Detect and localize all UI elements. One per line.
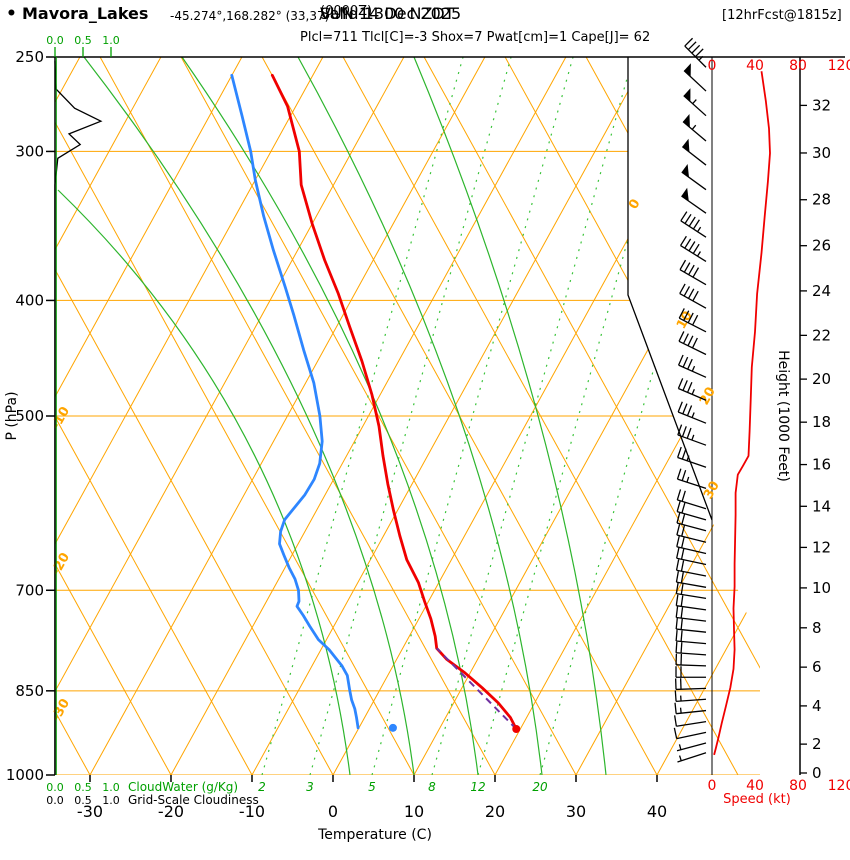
svg-text:40: 40 [746, 58, 764, 74]
dewpoint-curve [230, 73, 360, 730]
svg-text:0.5: 0.5 [74, 794, 92, 807]
svg-text:30: 30 [566, 802, 586, 821]
svg-text:32: 32 [812, 96, 831, 114]
svg-text:0.5: 0.5 [74, 781, 92, 794]
svg-text:-20: -20 [158, 802, 184, 821]
sounding-indices: Plcl=711 Tlcl[C]=-3 Shox=7 Pwat[cm]=1 Ca… [300, 30, 651, 45]
svg-text:26: 26 [812, 237, 831, 255]
svg-text:16: 16 [812, 456, 831, 474]
parcel-path [435, 647, 518, 730]
svg-text:1.0: 1.0 [102, 34, 120, 47]
station-coordinates: -45.274°,168.282° (33,37) [170, 9, 330, 23]
svg-text:20: 20 [532, 780, 548, 794]
svg-text:0: 0 [708, 58, 717, 74]
svg-text:3: 3 [306, 780, 314, 794]
svg-text:P (hPa): P (hPa) [4, 391, 20, 440]
svg-text:30: 30 [812, 144, 831, 162]
svg-text:0.0: 0.0 [46, 781, 64, 794]
valid-utc: (0000Z) [320, 4, 373, 19]
svg-text:10: 10 [404, 802, 424, 821]
svg-text:-30: -30 [77, 802, 103, 821]
surface-dewpoint-dot [388, 723, 397, 732]
svg-text:0.0: 0.0 [46, 794, 64, 807]
svg-text:40: 40 [647, 802, 667, 821]
valid-date: SUN 14 Dec 2025 [320, 4, 462, 23]
surface-temp-dot [512, 724, 521, 733]
svg-text:28: 28 [812, 191, 831, 209]
svg-text:80: 80 [789, 778, 807, 794]
svg-text:12: 12 [470, 780, 485, 794]
panel-boundary-line [627, 57, 713, 521]
svg-text:18: 18 [812, 413, 831, 431]
station-bullet-icon: • [6, 4, 17, 24]
svg-text:850: 850 [15, 682, 44, 700]
svg-text:1.0: 1.0 [102, 794, 120, 807]
svg-text:0.0: 0.0 [46, 34, 64, 47]
temperature-curve [270, 73, 518, 731]
wind-barbs [673, 37, 707, 763]
svg-text:Height (1000 Feet): Height (1000 Feet) [775, 350, 791, 482]
svg-text:8: 8 [812, 619, 822, 637]
svg-text:12: 12 [812, 538, 831, 556]
svg-text:700: 700 [15, 581, 44, 599]
speed-curve [713, 71, 771, 756]
svg-text:0: 0 [328, 802, 338, 821]
cloudiness-profile [54, 61, 103, 775]
station-name: Mavora_Lakes [22, 4, 149, 23]
svg-text:22: 22 [812, 326, 831, 344]
svg-text:10: 10 [674, 309, 696, 332]
svg-text:24: 24 [812, 282, 831, 300]
svg-text:5: 5 [368, 780, 376, 794]
svg-text:-20: -20 [49, 550, 74, 578]
svg-text:80: 80 [789, 58, 807, 74]
svg-text:20: 20 [485, 802, 505, 821]
svg-text:300: 300 [15, 142, 44, 160]
temperature-axis: -30 -20 -10 0 10 20 30 40 Temperature (C) [77, 775, 667, 843]
valid-prefix: Valid 1300 NZDT [320, 4, 455, 23]
svg-text:40: 40 [746, 778, 764, 794]
svg-text:0.5: 0.5 [74, 34, 92, 47]
svg-text:20: 20 [697, 385, 719, 408]
svg-text:250: 250 [15, 48, 44, 66]
svg-text:0: 0 [626, 197, 644, 212]
svg-text:-30: -30 [49, 696, 74, 724]
pressure-axis: 250 300 400 500 700 850 1000 P (hPa) [4, 48, 55, 784]
svg-text:10: 10 [812, 579, 831, 597]
svg-text:8: 8 [428, 780, 436, 794]
svg-text:0: 0 [812, 764, 822, 782]
svg-text:-10: -10 [239, 802, 265, 821]
grid-lattice [55, 57, 760, 775]
svg-text:Grid-Scale Cloudiness: Grid-Scale Cloudiness [128, 793, 259, 807]
svg-text:120: 120 [828, 778, 850, 794]
svg-text:6: 6 [812, 658, 822, 676]
svg-text:1.0: 1.0 [102, 781, 120, 794]
svg-text:0: 0 [708, 778, 717, 794]
svg-text:14: 14 [812, 497, 831, 515]
svg-text:Speed (kt): Speed (kt) [723, 792, 791, 807]
svg-text:-10: -10 [49, 404, 74, 432]
svg-text:4: 4 [812, 697, 822, 715]
svg-text:20: 20 [812, 370, 831, 388]
svg-text:400: 400 [15, 291, 44, 309]
svg-text:500: 500 [15, 407, 44, 425]
svg-text:1000: 1000 [6, 766, 44, 784]
svg-text:Temperature (C): Temperature (C) [317, 827, 432, 843]
svg-text:2: 2 [812, 735, 822, 753]
svg-text:2: 2 [258, 780, 266, 794]
forecast-tag: [12hrFcst@1815z] [722, 8, 842, 23]
svg-text:120: 120 [828, 58, 850, 74]
svg-text:CloudWater (g/Kg): CloudWater (g/Kg) [128, 780, 238, 794]
